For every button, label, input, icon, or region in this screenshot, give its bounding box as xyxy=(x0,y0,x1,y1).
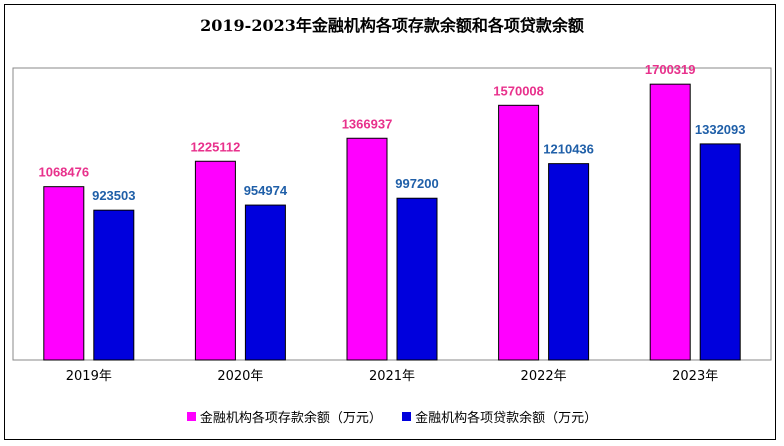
chart-title: 2019-2023年金融机构各项存款余额和各项贷款余额 xyxy=(200,16,584,35)
x-tick-label-2: 2021年 xyxy=(369,369,415,384)
legend-swatch-loans xyxy=(402,412,412,421)
legend-label-deposits: 金融机构各项存款余额（万元） xyxy=(199,411,382,426)
legend: 金融机构各项存款余额（万元） 金融机构各项贷款余额（万元） xyxy=(0,407,784,426)
bar-loans-4 xyxy=(699,143,741,361)
plot-area-border xyxy=(12,67,772,361)
bar-loans-2 xyxy=(396,197,438,361)
data-label-deposits-0: 1068476 xyxy=(38,165,89,180)
legend-swatch-deposits xyxy=(186,412,196,421)
legend-item-deposits: 金融机构各项存款余额（万元） xyxy=(186,407,382,426)
legend-label-loans: 金融机构各项贷款余额（万元） xyxy=(415,411,598,426)
bar-loans-3 xyxy=(548,163,590,361)
x-tick-label-0: 2019年 xyxy=(66,369,112,384)
data-label-deposits-2: 1366937 xyxy=(342,116,393,131)
bar-deposits-0 xyxy=(43,186,85,361)
bar-loans-0 xyxy=(93,209,135,361)
x-tick-label-1: 2020年 xyxy=(217,369,263,384)
data-label-loans-0: 923503 xyxy=(92,188,135,203)
bar-deposits-4 xyxy=(649,83,691,361)
x-tick-label-4: 2023年 xyxy=(672,369,718,384)
bar-deposits-2 xyxy=(346,137,388,361)
data-label-loans-2: 997200 xyxy=(395,176,438,191)
bar-deposits-3 xyxy=(498,104,540,361)
legend-item-loans: 金融机构各项贷款余额（万元） xyxy=(402,407,597,426)
data-label-loans-3: 1210436 xyxy=(543,142,594,157)
bar-deposits-1 xyxy=(194,160,236,361)
data-label-deposits-1: 1225112 xyxy=(190,139,240,154)
data-label-deposits-4: 1700319 xyxy=(645,62,696,77)
bar-loans-1 xyxy=(244,204,286,361)
data-label-loans-1: 954974 xyxy=(244,183,288,198)
x-tick-label-3: 2022年 xyxy=(521,369,567,384)
data-label-loans-4: 1332093 xyxy=(695,122,746,137)
data-label-deposits-3: 1570008 xyxy=(493,83,544,98)
